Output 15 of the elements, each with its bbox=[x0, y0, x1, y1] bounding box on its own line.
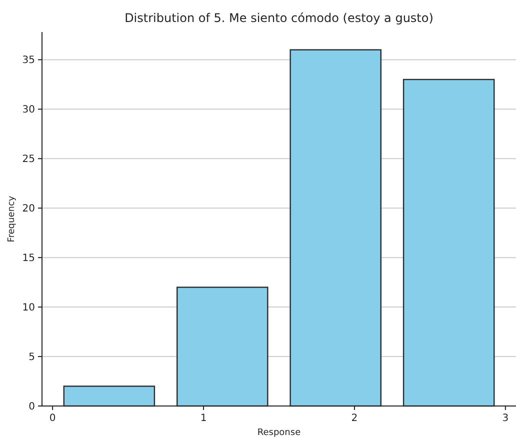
y-tick-label: 10 bbox=[22, 302, 35, 314]
y-axis-title: Frequency bbox=[7, 195, 17, 242]
y-tick-label: 30 bbox=[22, 104, 35, 116]
x-tick-label: 0 bbox=[49, 413, 56, 424]
chart-title: Distribution of 5. Me siento cómodo (estoy a gusto) bbox=[124, 11, 434, 25]
y-tick-label: 25 bbox=[22, 154, 35, 166]
x-tick-label: 1 bbox=[200, 413, 207, 424]
x-axis-title: Response bbox=[257, 428, 302, 438]
y-tick-label: 35 bbox=[22, 55, 35, 66]
x-tick-label: 2 bbox=[351, 413, 358, 424]
y-tick-label: 15 bbox=[22, 253, 35, 264]
y-tick-label: 5 bbox=[28, 352, 35, 364]
y-tick-label: 20 bbox=[22, 204, 35, 215]
x-tick-label: 3 bbox=[502, 413, 509, 424]
y-tick-label: 0 bbox=[28, 402, 35, 412]
